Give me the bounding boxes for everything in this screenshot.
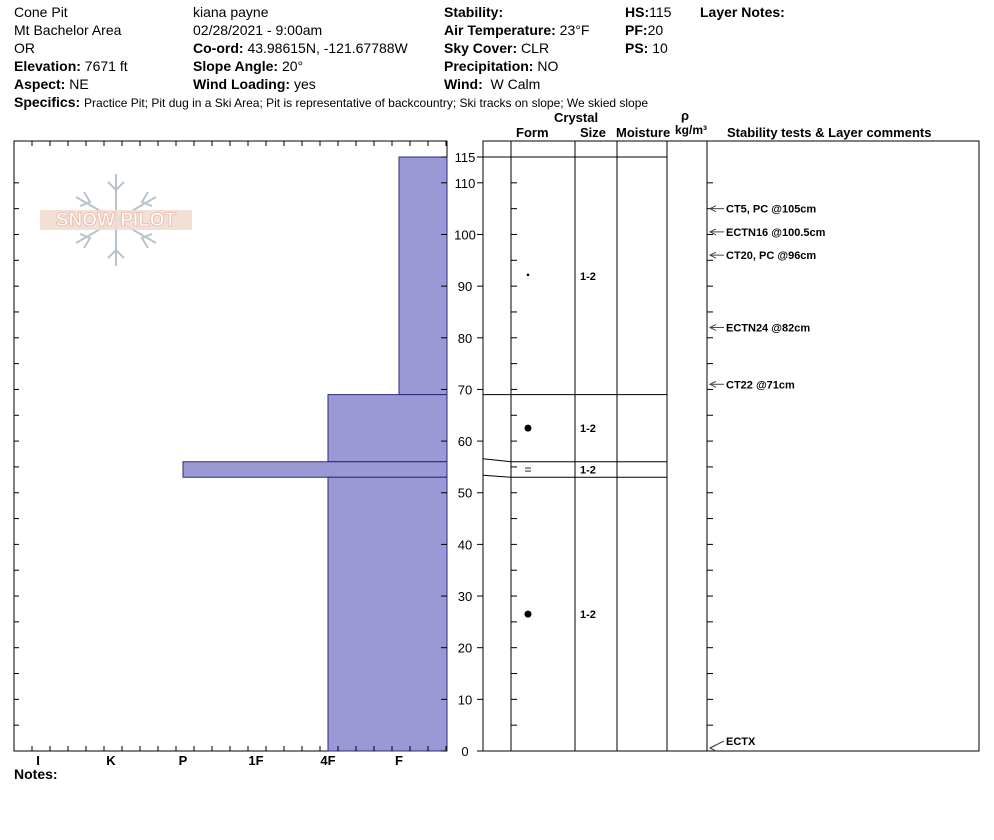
- height-tick-label: 50: [458, 486, 472, 501]
- hardness-label: F: [395, 753, 403, 768]
- moisture-header: Moisture: [616, 125, 671, 140]
- location-name: Cone Pit: [14, 4, 68, 20]
- location-area: Mt Bachelor Area: [14, 22, 122, 38]
- height-tick-label: 110: [455, 176, 476, 191]
- stability-test-label: CT5, PC @105cm: [726, 204, 816, 216]
- wind-field: Wind: W Calm: [444, 76, 541, 92]
- size-header: Size: [580, 125, 607, 140]
- hardness-label: 4F: [320, 753, 335, 768]
- comments-header: Stability tests & Layer comments: [727, 125, 932, 140]
- specifics-field: Specifics: Practice Pit; Pit dug in a Sk…: [14, 94, 649, 110]
- layer-boundary-connector: [482, 474, 512, 478]
- height-tick-label: 30: [458, 589, 472, 604]
- snowpilot-logo: SNOW PILOT: [40, 174, 192, 266]
- aspect-field: Aspect: NE: [14, 76, 89, 92]
- hardness-bar: [327, 394, 448, 463]
- stability-field: Stability:: [444, 4, 504, 20]
- form-header: Form: [516, 125, 549, 140]
- observer-name: kiana payne: [193, 4, 269, 20]
- stability-test-arrowhead: [708, 324, 717, 331]
- height-tick-label: 10: [458, 692, 472, 707]
- hardness-label: P: [179, 753, 188, 768]
- hardness-label: 1F: [248, 753, 263, 768]
- elevation-field: Elevation: 7671 ft: [14, 58, 128, 74]
- stability-test-arrowhead: [708, 205, 717, 213]
- height-tick-label: 40: [458, 537, 472, 552]
- height-tick-label: 80: [458, 331, 472, 346]
- slope-angle-field: Slope Angle: 20°: [193, 58, 304, 74]
- layer-panel-frame: [482, 140, 980, 752]
- crystal-form-symbol: [524, 424, 532, 432]
- logo-text: SNOW PILOT: [56, 210, 177, 231]
- hardness-bar: [182, 461, 448, 478]
- stability-test-arrowhead: [708, 228, 717, 236]
- height-tick-label: 0: [461, 744, 468, 759]
- hardness-bar: [398, 156, 448, 396]
- height-tick-label: 70: [458, 382, 472, 397]
- hardness-label: I: [36, 753, 40, 768]
- hs-field: HS:115: [625, 4, 672, 20]
- stability-test-arrowhead: [708, 251, 717, 259]
- stability-test-label: ECTX: [726, 736, 756, 748]
- stability-test-label: CT22 @71cm: [726, 379, 795, 391]
- stability-test-arrowhead: [708, 380, 717, 388]
- crystal-form-symbol: [524, 610, 532, 618]
- observation-datetime: 02/28/2021 - 9:00am: [193, 22, 323, 38]
- density-unit-header: kg/m³: [675, 123, 708, 137]
- crystal-size-label: 1-2: [580, 464, 596, 476]
- crystal-size-label: 1-2: [580, 271, 596, 283]
- layer-notes-label: Layer Notes:: [700, 4, 785, 20]
- crystal-size-label: 1-2: [580, 609, 596, 621]
- stability-test-arrowhead: [708, 744, 717, 752]
- crystal-form-symbol: [526, 273, 530, 277]
- stability-test-label: ECTN16 @100.5cm: [726, 227, 826, 239]
- hardness-label: K: [106, 753, 116, 768]
- height-tick-label: 20: [458, 641, 472, 656]
- wind-loading-field: Wind Loading: yes: [193, 76, 316, 92]
- stability-test-label: ECTN24 @82cm: [726, 322, 810, 334]
- rho-header: ρ: [681, 108, 690, 123]
- sky-cover-field: Sky Cover: CLR: [444, 40, 550, 56]
- crystal-header: Crystal: [554, 110, 599, 125]
- height-tick-label: 90: [458, 279, 472, 294]
- precipitation-field: Precipitation: NO: [444, 58, 559, 74]
- notes-label: Notes:: [14, 766, 58, 782]
- height-tick-label: 100: [454, 227, 476, 242]
- height-tick-label: 60: [458, 434, 472, 449]
- location-state: OR: [14, 40, 35, 56]
- height-tick-label: 115: [455, 150, 476, 165]
- ps-field: PS: 10: [625, 40, 668, 56]
- stability-test-label: CT20, PC @96cm: [726, 250, 816, 262]
- crystal-form-symbol: =: [524, 462, 531, 476]
- crystal-size-label: 1-2: [580, 423, 596, 435]
- layer-boundary-connector: [482, 458, 512, 463]
- air-temperature-field: Air Temperature: 23°F: [444, 22, 590, 38]
- hardness-bar: [327, 476, 448, 752]
- coordinates-field: Co-ord: 43.98615N, -121.67788W: [193, 40, 408, 56]
- pf-field: PF:20: [625, 22, 664, 38]
